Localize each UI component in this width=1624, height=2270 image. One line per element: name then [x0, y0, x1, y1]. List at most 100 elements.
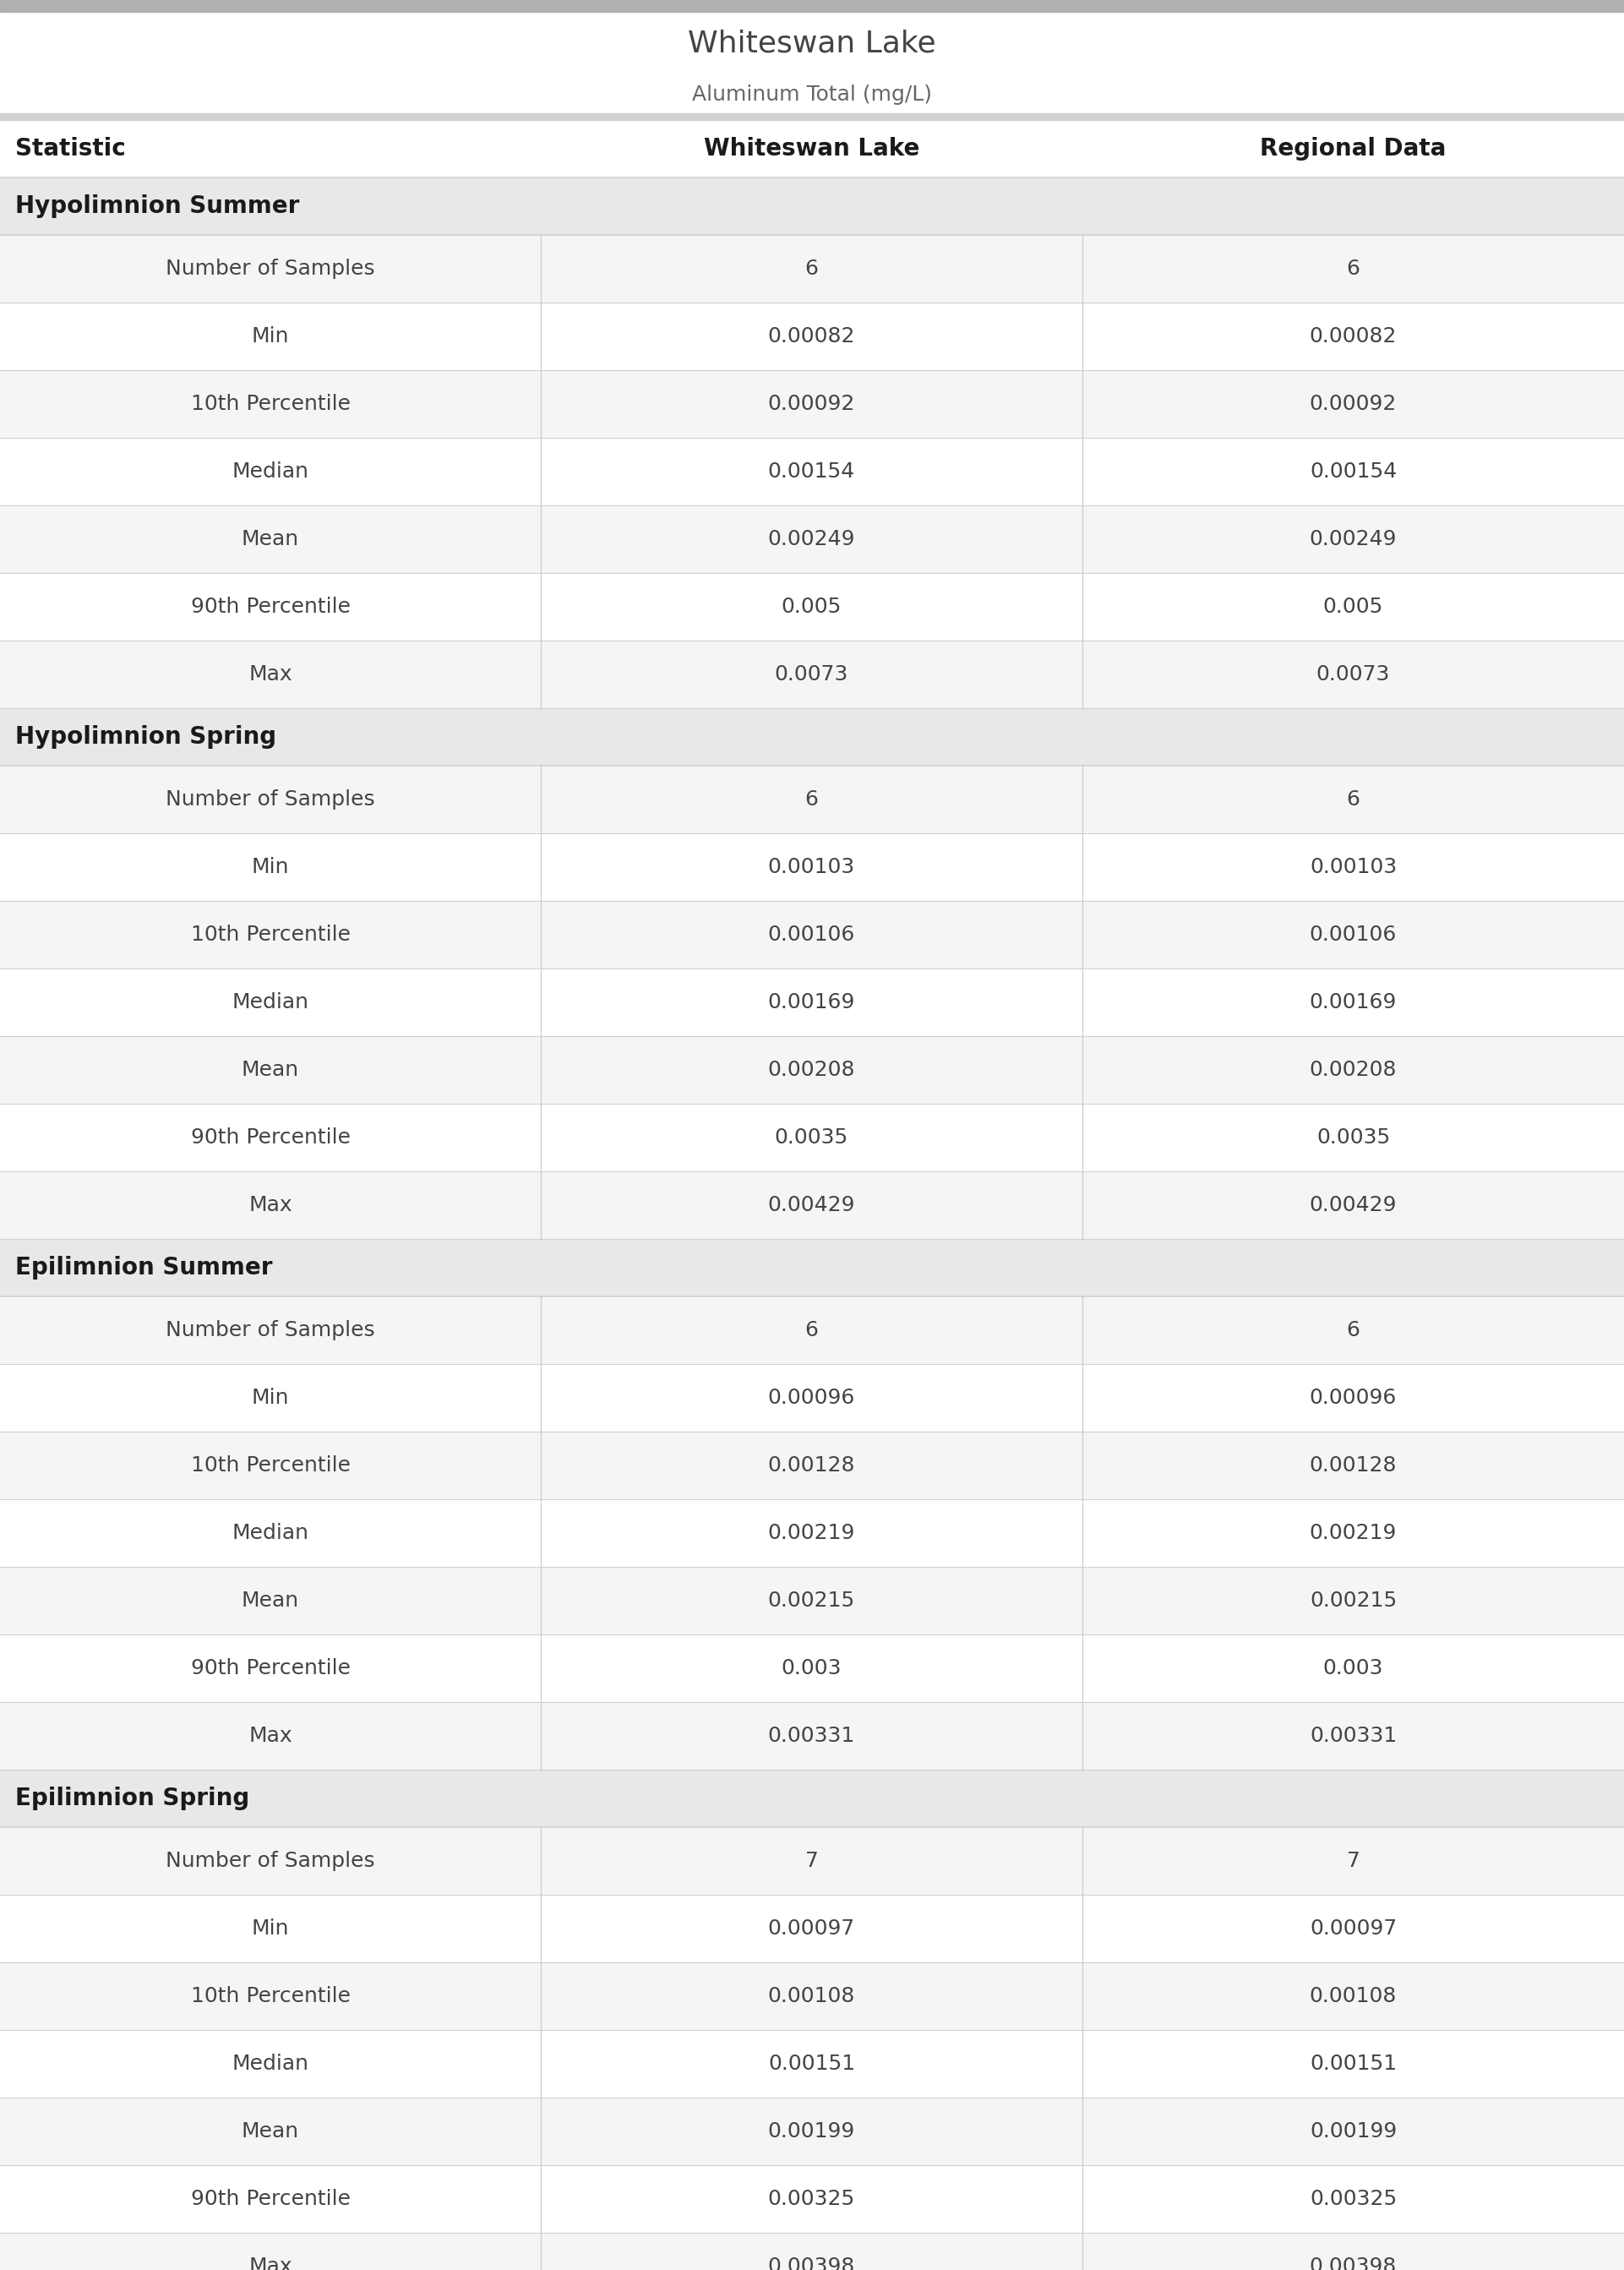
Text: 0.00199: 0.00199: [1309, 2120, 1397, 2141]
Text: 0.0035: 0.0035: [775, 1128, 848, 1149]
Text: Min: Min: [252, 1387, 289, 1407]
Text: 0.00325: 0.00325: [1309, 2188, 1397, 2209]
Bar: [0, 177, 1624, 234]
Text: 0.00331: 0.00331: [768, 1725, 856, 1746]
Bar: [0, 1364, 1624, 1432]
Bar: [0, 1961, 1624, 2029]
Bar: [0, 1432, 1624, 1498]
Bar: [0, 640, 1624, 708]
Text: 0.00151: 0.00151: [768, 2054, 856, 2075]
Text: 10th Percentile: 10th Percentile: [190, 393, 351, 413]
Text: Number of Samples: Number of Samples: [166, 790, 375, 810]
Text: Max: Max: [248, 2256, 292, 2270]
Text: Whiteswan Lake: Whiteswan Lake: [703, 136, 919, 161]
Text: 0.00106: 0.00106: [768, 924, 856, 944]
Text: Number of Samples: Number of Samples: [166, 1321, 375, 1339]
Text: Regional Data: Regional Data: [1260, 136, 1447, 161]
Bar: [0, 11, 1624, 114]
Bar: [0, 370, 1624, 438]
Text: 7: 7: [1346, 1850, 1359, 1870]
Text: 0.00103: 0.00103: [768, 858, 856, 876]
Text: 0.00128: 0.00128: [768, 1455, 856, 1476]
Bar: [0, 1103, 1624, 1171]
Text: 10th Percentile: 10th Percentile: [190, 1986, 351, 2007]
Bar: [0, 506, 1624, 572]
Bar: [0, 1566, 1624, 1634]
Text: 0.005: 0.005: [781, 597, 841, 617]
Text: 0.00082: 0.00082: [1309, 327, 1397, 347]
Bar: [0, 708, 1624, 765]
Text: 0.00325: 0.00325: [768, 2188, 856, 2209]
Text: Min: Min: [252, 1918, 289, 1939]
Text: 6: 6: [1346, 790, 1359, 810]
Text: 90th Percentile: 90th Percentile: [190, 1128, 351, 1149]
Bar: [0, 1171, 1624, 1239]
Text: 0.00154: 0.00154: [768, 461, 856, 481]
Text: 6: 6: [806, 259, 818, 279]
Bar: [0, 1771, 1624, 1827]
Text: 0.003: 0.003: [781, 1657, 841, 1678]
Text: Aluminum Total (mg/L): Aluminum Total (mg/L): [692, 84, 932, 104]
Text: 0.00429: 0.00429: [1309, 1194, 1397, 1214]
Bar: [0, 765, 1624, 833]
Text: Epilimnion Summer: Epilimnion Summer: [15, 1255, 273, 1280]
Text: 10th Percentile: 10th Percentile: [190, 924, 351, 944]
Text: 6: 6: [1346, 1321, 1359, 1339]
Text: 0.00215: 0.00215: [1309, 1591, 1397, 1612]
Bar: [0, 1498, 1624, 1566]
Text: 0.00169: 0.00169: [1309, 992, 1397, 1012]
Bar: [0, 2029, 1624, 2097]
Text: Number of Samples: Number of Samples: [166, 1850, 375, 1870]
Text: 0.00096: 0.00096: [1309, 1387, 1397, 1407]
Text: 6: 6: [806, 790, 818, 810]
Text: 0.00398: 0.00398: [1309, 2256, 1397, 2270]
Text: 0.00169: 0.00169: [768, 992, 856, 1012]
Text: 0.00097: 0.00097: [768, 1918, 856, 1939]
Text: 90th Percentile: 90th Percentile: [190, 2188, 351, 2209]
Bar: [0, 114, 1624, 120]
Bar: [0, 120, 1624, 177]
Text: 0.00429: 0.00429: [768, 1194, 856, 1214]
Text: Median: Median: [232, 461, 309, 481]
Text: 0.005: 0.005: [1324, 597, 1384, 617]
Text: Max: Max: [248, 1725, 292, 1746]
Text: 0.00097: 0.00097: [1309, 1918, 1397, 1939]
Text: 0.00108: 0.00108: [768, 1986, 856, 2007]
Text: 0.00208: 0.00208: [768, 1060, 856, 1081]
Bar: [0, 0, 1624, 11]
Text: 10th Percentile: 10th Percentile: [190, 1455, 351, 1476]
Text: 0.00154: 0.00154: [1309, 461, 1397, 481]
Text: 0.00106: 0.00106: [1309, 924, 1397, 944]
Text: 0.00092: 0.00092: [768, 393, 856, 413]
Text: Median: Median: [232, 1523, 309, 1544]
Bar: [0, 2097, 1624, 2166]
Text: 0.00249: 0.00249: [1309, 529, 1397, 549]
Text: 0.0073: 0.0073: [775, 665, 848, 686]
Text: 0.00219: 0.00219: [1309, 1523, 1397, 1544]
Text: 0.00215: 0.00215: [768, 1591, 856, 1612]
Text: Mean: Mean: [242, 2120, 299, 2141]
Bar: [0, 1634, 1624, 1702]
Bar: [0, 1702, 1624, 1771]
Text: 0.00108: 0.00108: [1309, 1986, 1397, 2007]
Bar: [0, 2166, 1624, 2234]
Text: 0.00249: 0.00249: [768, 529, 856, 549]
Bar: [0, 1239, 1624, 1296]
Text: 0.00128: 0.00128: [1309, 1455, 1397, 1476]
Bar: [0, 302, 1624, 370]
Text: Epilimnion Spring: Epilimnion Spring: [15, 1786, 250, 1809]
Text: 0.00398: 0.00398: [768, 2256, 856, 2270]
Bar: [0, 234, 1624, 302]
Text: 6: 6: [806, 1321, 818, 1339]
Text: Hypolimnion Summer: Hypolimnion Summer: [15, 195, 299, 218]
Bar: [0, 1296, 1624, 1364]
Bar: [0, 969, 1624, 1035]
Text: 0.00082: 0.00082: [768, 327, 856, 347]
Text: Number of Samples: Number of Samples: [166, 259, 375, 279]
Text: Median: Median: [232, 2054, 309, 2075]
Text: Max: Max: [248, 665, 292, 686]
Text: 90th Percentile: 90th Percentile: [190, 1657, 351, 1678]
Text: 0.00092: 0.00092: [1309, 393, 1397, 413]
Text: Hypolimnion Spring: Hypolimnion Spring: [15, 724, 276, 749]
Text: 6: 6: [1346, 259, 1359, 279]
